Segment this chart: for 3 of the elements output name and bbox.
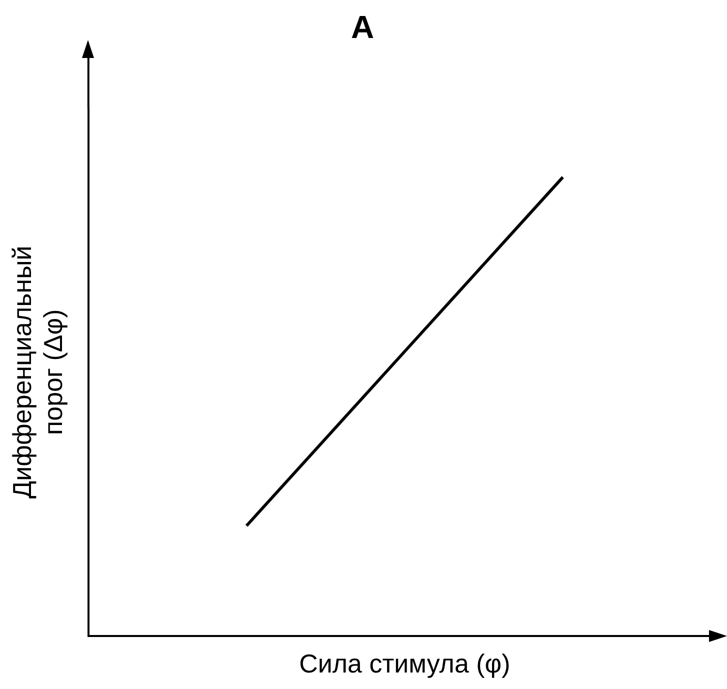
x-axis-title: Сила стимула (φ)	[299, 648, 510, 679]
y-axis-title: Дифференциальный порог (Δφ)	[6, 246, 68, 499]
chart-title: A	[350, 9, 374, 46]
